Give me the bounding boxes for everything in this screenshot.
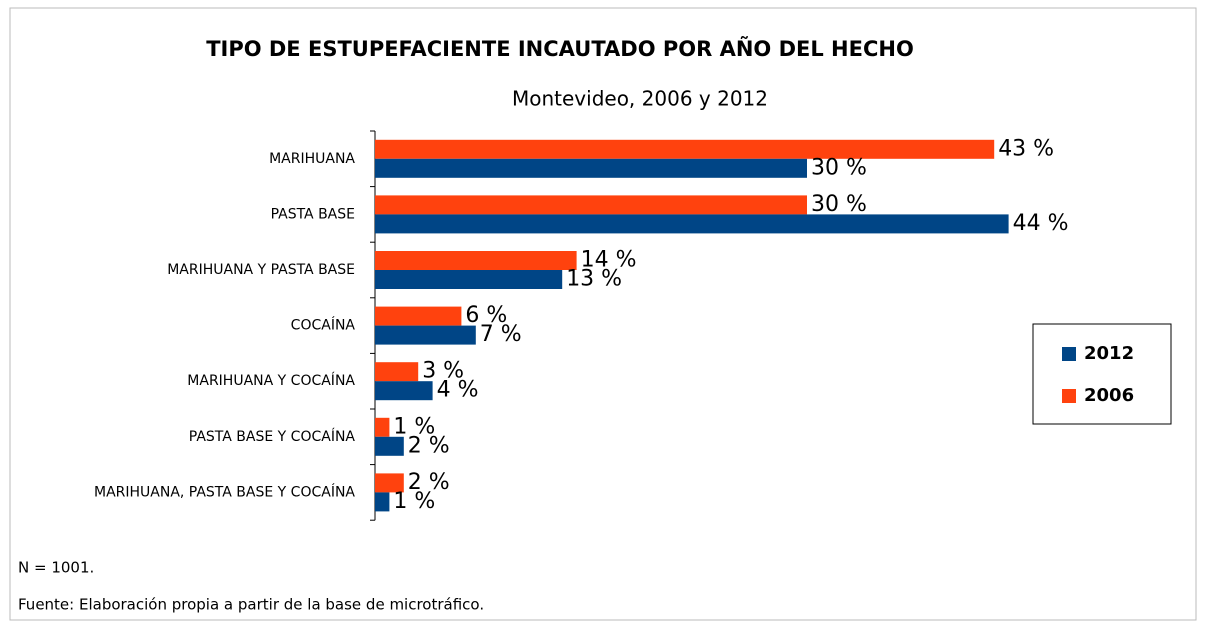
value-label: 1 % <box>393 414 435 439</box>
value-label: 30 % <box>811 192 867 217</box>
legend-swatch <box>1062 347 1076 361</box>
frame <box>9 7 1197 621</box>
legend-swatch <box>1062 389 1076 403</box>
value-label: 2 % <box>408 433 450 458</box>
value-label: 14 % <box>581 248 637 273</box>
value-label: 30 % <box>811 155 867 180</box>
bar <box>375 306 462 326</box>
value-label: 2 % <box>408 470 450 495</box>
bar <box>375 158 807 178</box>
chart-title: TIPO DE ESTUPEFACIENTE INCAUTADO POR AÑO… <box>206 36 914 61</box>
note: Fuente: Elaboración propia a partir de l… <box>18 596 484 614</box>
value-label: 43 % <box>998 136 1054 161</box>
legend-label: 2012 <box>1084 343 1134 364</box>
y-tick-label: MARIHUANA Y PASTA BASE <box>167 262 355 278</box>
bar <box>375 473 404 493</box>
value-label: 13 % <box>566 267 622 292</box>
value-label: 4 % <box>437 378 479 403</box>
bar <box>375 417 390 437</box>
chart-subtitle: Montevideo, 2006 y 2012 <box>512 87 768 111</box>
y-tick-label: PASTA BASE <box>271 206 355 222</box>
bar <box>375 436 404 456</box>
y-tick-label: PASTA BASE Y COCAÍNA <box>189 428 356 445</box>
bar <box>375 251 577 270</box>
y-tick-label: MARIHUANA Y COCAÍNA <box>187 372 355 389</box>
bar <box>375 270 563 289</box>
bar <box>375 214 1009 234</box>
bar <box>375 381 433 401</box>
value-label: 3 % <box>422 359 464 384</box>
value-label: 7 % <box>480 322 522 347</box>
value-label: 6 % <box>465 303 507 328</box>
value-label: 44 % <box>1013 211 1069 236</box>
bar <box>375 139 995 159</box>
bar <box>375 325 476 345</box>
bar <box>375 362 419 382</box>
y-tick-label: MARIHUANA, PASTA BASE Y COCAÍNA <box>94 483 355 500</box>
y-tick-label: MARIHUANA <box>269 151 355 167</box>
y-tick-label: COCAÍNA <box>291 317 356 334</box>
legend-label: 2006 <box>1084 385 1134 406</box>
note: N = 1001. <box>18 559 94 577</box>
bar <box>375 195 807 215</box>
bar <box>375 492 390 512</box>
value-label: 1 % <box>393 489 435 514</box>
legend <box>1032 323 1172 425</box>
